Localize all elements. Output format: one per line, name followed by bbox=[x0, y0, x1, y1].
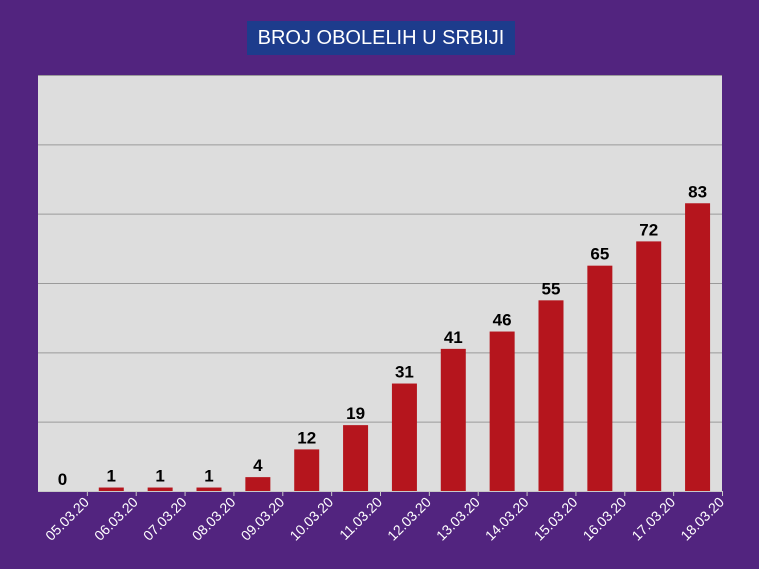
bar bbox=[98, 487, 124, 491]
x-tick-label: 12.03.20 bbox=[384, 494, 434, 544]
x-tick-label: 13.03.20 bbox=[433, 494, 483, 544]
x-tick-label: 18.03.20 bbox=[677, 494, 727, 544]
x-tick-label: 14.03.20 bbox=[482, 494, 532, 544]
bar bbox=[440, 348, 466, 491]
x-tick-label: 17.03.20 bbox=[628, 494, 678, 544]
data-label: 0 bbox=[58, 470, 67, 489]
x-tick-label: 07.03.20 bbox=[140, 494, 190, 544]
x-tick-label: 05.03.20 bbox=[42, 494, 92, 544]
bar bbox=[587, 265, 613, 491]
data-label: 4 bbox=[253, 456, 263, 475]
x-tick-label: 16.03.20 bbox=[580, 494, 630, 544]
bars bbox=[98, 203, 711, 491]
data-label: 83 bbox=[688, 182, 707, 201]
data-label: 65 bbox=[590, 245, 609, 264]
bar bbox=[245, 477, 271, 491]
data-label: 1 bbox=[155, 467, 164, 486]
bar bbox=[685, 203, 711, 491]
bar bbox=[294, 449, 320, 491]
data-label: 19 bbox=[346, 404, 365, 423]
bar bbox=[391, 383, 417, 491]
x-tick-label: 06.03.20 bbox=[91, 494, 141, 544]
data-label: 72 bbox=[639, 220, 658, 239]
x-tick-label: 08.03.20 bbox=[189, 494, 239, 544]
x-tick-label: 10.03.20 bbox=[286, 494, 336, 544]
value-labels: 0 1 1 1 4 12 19 31 41 46 55 65 72 83 bbox=[58, 182, 707, 489]
chart-title: BROJ OBOLELIH U SRBIJI bbox=[247, 21, 515, 55]
bar bbox=[538, 300, 564, 491]
data-label: 1 bbox=[204, 467, 213, 486]
data-label: 12 bbox=[297, 428, 316, 447]
x-tick-label: 15.03.20 bbox=[531, 494, 581, 544]
bar bbox=[147, 487, 173, 491]
x-tick-label: 11.03.20 bbox=[336, 494, 385, 543]
data-label: 41 bbox=[444, 328, 463, 347]
x-axis bbox=[38, 491, 723, 496]
bar bbox=[343, 425, 369, 491]
x-tick-labels: 05.03.20 06.03.20 07.03.20 08.03.20 09.03.20… bbox=[42, 494, 727, 544]
bar bbox=[196, 487, 222, 491]
data-label: 1 bbox=[107, 467, 116, 486]
x-tick-label: 09.03.20 bbox=[238, 494, 288, 544]
bar bbox=[636, 241, 662, 491]
data-label: 31 bbox=[395, 363, 414, 382]
data-label: 46 bbox=[493, 311, 512, 330]
bar bbox=[489, 331, 515, 491]
data-label: 55 bbox=[542, 279, 561, 298]
